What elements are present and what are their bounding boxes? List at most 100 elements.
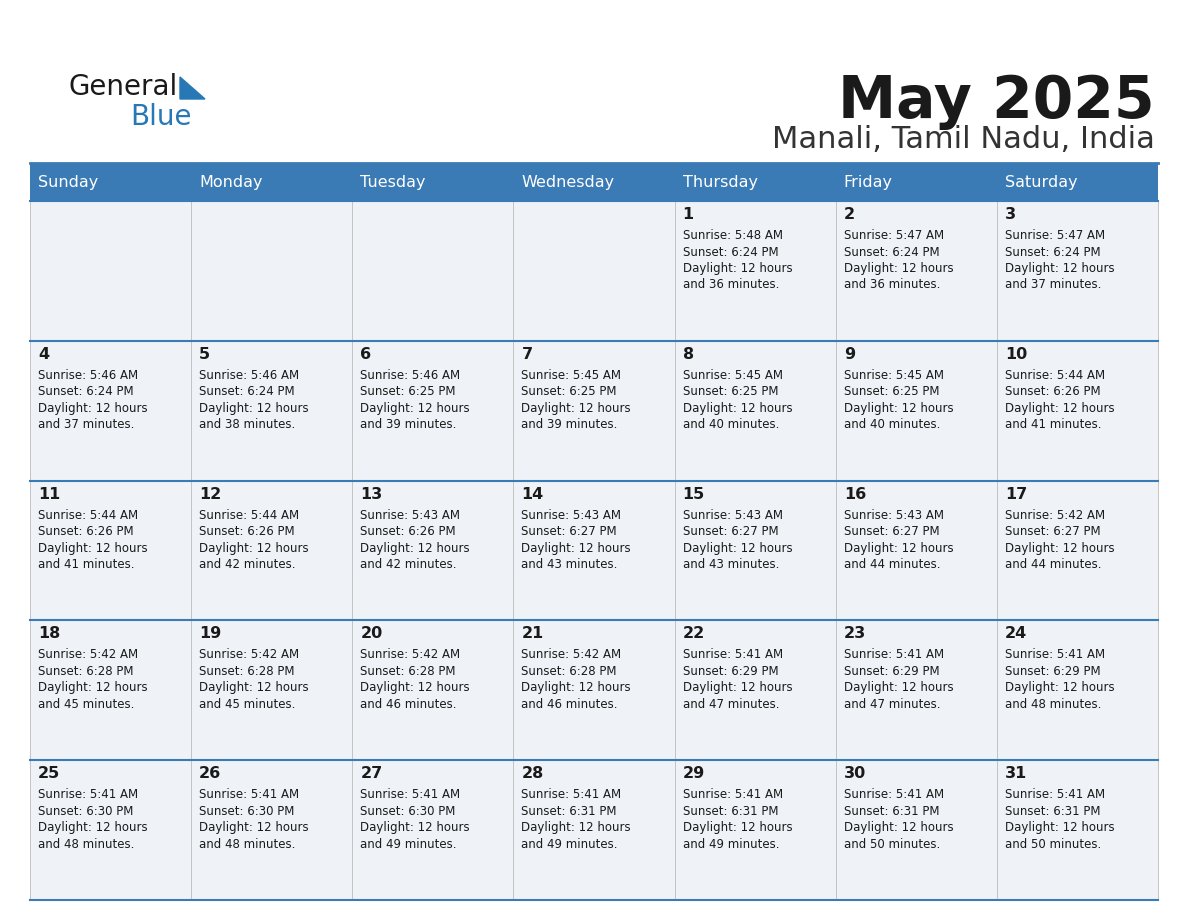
Text: Daylight: 12 hours: Daylight: 12 hours bbox=[843, 402, 953, 415]
Text: Sunset: 6:26 PM: Sunset: 6:26 PM bbox=[360, 525, 456, 538]
Text: and 50 minutes.: and 50 minutes. bbox=[843, 838, 940, 851]
Text: Daylight: 12 hours: Daylight: 12 hours bbox=[843, 542, 953, 554]
Text: Daylight: 12 hours: Daylight: 12 hours bbox=[1005, 262, 1114, 275]
Text: Sunrise: 5:42 AM: Sunrise: 5:42 AM bbox=[360, 648, 461, 661]
Text: Wednesday: Wednesday bbox=[522, 174, 614, 189]
Text: and 49 minutes.: and 49 minutes. bbox=[522, 838, 618, 851]
Text: Sunset: 6:30 PM: Sunset: 6:30 PM bbox=[360, 805, 456, 818]
Text: Sunrise: 5:46 AM: Sunrise: 5:46 AM bbox=[200, 369, 299, 382]
Text: Tuesday: Tuesday bbox=[360, 174, 425, 189]
Polygon shape bbox=[181, 77, 206, 99]
Text: Sunrise: 5:41 AM: Sunrise: 5:41 AM bbox=[522, 789, 621, 801]
Bar bbox=[675, 481, 835, 621]
Text: and 48 minutes.: and 48 minutes. bbox=[1005, 698, 1101, 711]
Text: 24: 24 bbox=[1005, 626, 1028, 642]
Text: 3: 3 bbox=[1005, 207, 1016, 222]
Text: Saturday: Saturday bbox=[1005, 174, 1078, 189]
Text: 28: 28 bbox=[522, 767, 544, 781]
Text: and 50 minutes.: and 50 minutes. bbox=[1005, 838, 1101, 851]
Text: Daylight: 12 hours: Daylight: 12 hours bbox=[522, 681, 631, 694]
Bar bbox=[191, 760, 353, 900]
Text: and 39 minutes.: and 39 minutes. bbox=[522, 419, 618, 431]
Text: Sunrise: 5:44 AM: Sunrise: 5:44 AM bbox=[1005, 369, 1105, 382]
Bar bbox=[835, 481, 997, 621]
Text: Sunrise: 5:43 AM: Sunrise: 5:43 AM bbox=[522, 509, 621, 521]
Bar bbox=[30, 621, 191, 760]
Text: Sunset: 6:31 PM: Sunset: 6:31 PM bbox=[522, 805, 617, 818]
Text: and 42 minutes.: and 42 minutes. bbox=[200, 558, 296, 571]
Text: Daylight: 12 hours: Daylight: 12 hours bbox=[38, 681, 147, 694]
Text: Sunrise: 5:44 AM: Sunrise: 5:44 AM bbox=[200, 509, 299, 521]
Text: 16: 16 bbox=[843, 487, 866, 501]
Bar bbox=[513, 201, 675, 341]
Text: Sunset: 6:24 PM: Sunset: 6:24 PM bbox=[200, 386, 295, 398]
Text: Daylight: 12 hours: Daylight: 12 hours bbox=[360, 822, 470, 834]
Text: Daylight: 12 hours: Daylight: 12 hours bbox=[38, 402, 147, 415]
Bar bbox=[675, 621, 835, 760]
Text: Daylight: 12 hours: Daylight: 12 hours bbox=[683, 262, 792, 275]
Text: Daylight: 12 hours: Daylight: 12 hours bbox=[522, 402, 631, 415]
Text: and 38 minutes.: and 38 minutes. bbox=[200, 419, 296, 431]
Text: Sunset: 6:27 PM: Sunset: 6:27 PM bbox=[1005, 525, 1100, 538]
Text: 30: 30 bbox=[843, 767, 866, 781]
Text: Daylight: 12 hours: Daylight: 12 hours bbox=[683, 822, 792, 834]
Text: Sunset: 6:25 PM: Sunset: 6:25 PM bbox=[522, 386, 617, 398]
Bar bbox=[835, 621, 997, 760]
Text: 2: 2 bbox=[843, 207, 855, 222]
Bar bbox=[353, 341, 513, 481]
Text: Blue: Blue bbox=[129, 103, 191, 131]
Text: Monday: Monday bbox=[200, 174, 263, 189]
Text: Sunset: 6:24 PM: Sunset: 6:24 PM bbox=[1005, 245, 1100, 259]
Bar bbox=[353, 481, 513, 621]
Text: Sunset: 6:29 PM: Sunset: 6:29 PM bbox=[1005, 665, 1100, 677]
Text: Daylight: 12 hours: Daylight: 12 hours bbox=[360, 402, 470, 415]
Text: and 43 minutes.: and 43 minutes. bbox=[683, 558, 779, 571]
Text: 17: 17 bbox=[1005, 487, 1028, 501]
Bar bbox=[835, 163, 997, 201]
Text: Sunrise: 5:41 AM: Sunrise: 5:41 AM bbox=[360, 789, 461, 801]
Text: 26: 26 bbox=[200, 767, 221, 781]
Text: 31: 31 bbox=[1005, 767, 1028, 781]
Text: and 41 minutes.: and 41 minutes. bbox=[38, 558, 134, 571]
Text: and 42 minutes.: and 42 minutes. bbox=[360, 558, 456, 571]
Text: Sunrise: 5:42 AM: Sunrise: 5:42 AM bbox=[38, 648, 138, 661]
Text: Sunset: 6:27 PM: Sunset: 6:27 PM bbox=[843, 525, 940, 538]
Text: and 49 minutes.: and 49 minutes. bbox=[360, 838, 456, 851]
Text: 8: 8 bbox=[683, 347, 694, 362]
Text: Daylight: 12 hours: Daylight: 12 hours bbox=[360, 681, 470, 694]
Text: Sunrise: 5:41 AM: Sunrise: 5:41 AM bbox=[1005, 789, 1105, 801]
Bar bbox=[675, 163, 835, 201]
Bar bbox=[675, 760, 835, 900]
Bar bbox=[835, 341, 997, 481]
Text: and 44 minutes.: and 44 minutes. bbox=[843, 558, 940, 571]
Text: Sunset: 6:28 PM: Sunset: 6:28 PM bbox=[522, 665, 617, 677]
Text: 7: 7 bbox=[522, 347, 532, 362]
Bar bbox=[30, 481, 191, 621]
Text: Sunrise: 5:45 AM: Sunrise: 5:45 AM bbox=[522, 369, 621, 382]
Text: Daylight: 12 hours: Daylight: 12 hours bbox=[1005, 402, 1114, 415]
Text: 18: 18 bbox=[38, 626, 61, 642]
Text: Daylight: 12 hours: Daylight: 12 hours bbox=[843, 681, 953, 694]
Text: Sunrise: 5:47 AM: Sunrise: 5:47 AM bbox=[843, 229, 943, 242]
Text: 10: 10 bbox=[1005, 347, 1028, 362]
Text: Sunrise: 5:41 AM: Sunrise: 5:41 AM bbox=[683, 789, 783, 801]
Text: Sunrise: 5:46 AM: Sunrise: 5:46 AM bbox=[360, 369, 461, 382]
Text: 27: 27 bbox=[360, 767, 383, 781]
Text: May 2025: May 2025 bbox=[839, 73, 1155, 130]
Text: and 37 minutes.: and 37 minutes. bbox=[38, 419, 134, 431]
Text: and 49 minutes.: and 49 minutes. bbox=[683, 838, 779, 851]
Bar bbox=[997, 481, 1158, 621]
Text: 13: 13 bbox=[360, 487, 383, 501]
Text: and 40 minutes.: and 40 minutes. bbox=[843, 419, 940, 431]
Bar bbox=[513, 621, 675, 760]
Bar bbox=[997, 760, 1158, 900]
Text: Sunrise: 5:41 AM: Sunrise: 5:41 AM bbox=[843, 648, 943, 661]
Text: Sunset: 6:30 PM: Sunset: 6:30 PM bbox=[38, 805, 133, 818]
Bar bbox=[513, 760, 675, 900]
Text: and 44 minutes.: and 44 minutes. bbox=[1005, 558, 1101, 571]
Text: Sunday: Sunday bbox=[38, 174, 99, 189]
Text: and 36 minutes.: and 36 minutes. bbox=[683, 278, 779, 292]
Bar bbox=[30, 760, 191, 900]
Bar bbox=[513, 163, 675, 201]
Text: Sunset: 6:25 PM: Sunset: 6:25 PM bbox=[683, 386, 778, 398]
